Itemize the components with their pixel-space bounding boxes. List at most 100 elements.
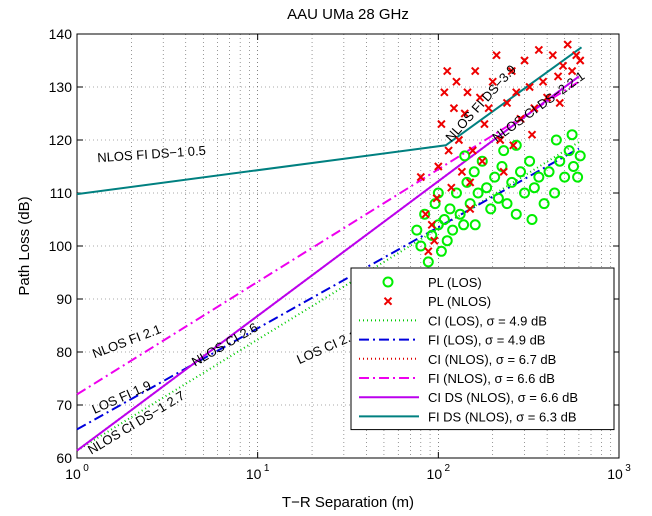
nlos-point bbox=[480, 119, 489, 129]
nlos-point bbox=[444, 146, 453, 155]
nlos-point bbox=[465, 178, 475, 187]
nlos-point bbox=[509, 141, 518, 150]
los-point bbox=[492, 192, 504, 204]
los-point bbox=[526, 214, 538, 225]
los-point bbox=[498, 145, 510, 157]
los-point bbox=[459, 150, 471, 162]
los-point bbox=[563, 145, 575, 157]
nlos-point bbox=[555, 98, 564, 108]
nlos-point bbox=[484, 103, 493, 113]
los-point bbox=[528, 182, 540, 194]
los-point bbox=[411, 224, 423, 236]
x-tick-label-base: 10 bbox=[246, 466, 262, 482]
los-point bbox=[510, 208, 522, 220]
los-point bbox=[510, 139, 522, 151]
nlos-point bbox=[460, 109, 469, 118]
y-axis-label: Path Loss (dB) bbox=[16, 196, 33, 295]
x-tick-label-base: 10 bbox=[65, 466, 81, 482]
nlos-point bbox=[563, 40, 572, 49]
los-point bbox=[533, 171, 545, 183]
los-point bbox=[566, 129, 578, 141]
nlos-point bbox=[437, 119, 446, 129]
los-point bbox=[441, 235, 453, 247]
nlos-point bbox=[525, 82, 534, 92]
los-point bbox=[444, 203, 456, 215]
los-point bbox=[435, 245, 447, 257]
los-point bbox=[554, 155, 566, 167]
nlos-point bbox=[463, 88, 472, 97]
y-tick-label: 90 bbox=[56, 291, 72, 307]
legend-label: PL (LOS) bbox=[428, 275, 482, 290]
nlos-point bbox=[468, 146, 477, 155]
los-point bbox=[415, 240, 427, 252]
y-tick-label: 140 bbox=[49, 26, 73, 42]
los-point bbox=[519, 187, 531, 199]
y-tick-label: 130 bbox=[49, 79, 73, 95]
x-tick-label-base: 10 bbox=[427, 466, 443, 482]
los-point bbox=[572, 171, 584, 183]
nlos-point bbox=[478, 156, 487, 166]
nlos-point bbox=[548, 50, 557, 60]
nlos-point bbox=[553, 72, 563, 81]
nlos-point bbox=[427, 220, 436, 230]
los-point bbox=[476, 155, 488, 167]
scatter-layer bbox=[411, 40, 586, 268]
nlos-point bbox=[507, 66, 516, 76]
x-tick-label-exponent: 3 bbox=[625, 463, 631, 474]
nlos-point bbox=[457, 167, 467, 177]
los-point bbox=[501, 198, 513, 210]
los-point bbox=[538, 198, 550, 210]
x-tick-label-base: 10 bbox=[607, 466, 623, 482]
fit-line bbox=[76, 46, 583, 196]
y-tick-label: 60 bbox=[56, 450, 72, 466]
los-point bbox=[472, 187, 484, 199]
nlos-point bbox=[452, 77, 461, 86]
legend-label: FI (LOS), σ = 4.9 dB bbox=[428, 333, 545, 348]
fit-line bbox=[76, 80, 580, 396]
los-point bbox=[426, 229, 438, 241]
los-point bbox=[524, 155, 536, 167]
nlos-point bbox=[502, 98, 512, 108]
nlos-point bbox=[432, 194, 441, 203]
nlos-point bbox=[530, 103, 539, 113]
nlos-point bbox=[534, 45, 544, 55]
nlos-point bbox=[542, 93, 552, 102]
los-point bbox=[438, 214, 450, 225]
los-point bbox=[468, 166, 480, 178]
fit-line bbox=[76, 75, 580, 452]
nlos-point bbox=[512, 88, 521, 97]
legend-marker-los bbox=[382, 276, 394, 288]
fit-line bbox=[76, 147, 580, 431]
nlos-point bbox=[558, 61, 568, 71]
legend-label: CI DS (NLOS), σ = 6.6 dB bbox=[428, 390, 578, 405]
grid-layer bbox=[77, 34, 619, 458]
nlos-point bbox=[465, 204, 475, 214]
legend-label: CI (LOS), σ = 4.9 dB bbox=[428, 313, 547, 328]
los-point bbox=[481, 182, 493, 194]
nlos-point bbox=[447, 183, 456, 192]
nlos-point bbox=[475, 93, 485, 102]
line-layer bbox=[76, 46, 583, 452]
nlos-point bbox=[488, 77, 497, 86]
nlos-point bbox=[527, 130, 537, 139]
y-tick-label: 70 bbox=[56, 397, 72, 413]
los-point bbox=[432, 219, 444, 231]
los-point bbox=[454, 208, 466, 220]
los-point bbox=[549, 187, 561, 199]
nlos-point bbox=[454, 135, 464, 145]
nlos-point bbox=[576, 56, 585, 65]
los-point bbox=[543, 166, 555, 178]
legend-label: PL (NLOS) bbox=[428, 294, 491, 309]
los-point bbox=[458, 219, 470, 231]
legend-label: FI DS (NLOS), σ = 6.3 dB bbox=[428, 409, 577, 424]
legend: PL (LOS) PL (NLOS) CI (LOS), σ = 4.9 dB FI … bbox=[350, 267, 615, 431]
nlos-point bbox=[440, 88, 449, 97]
nlos-point bbox=[516, 114, 525, 124]
nlos-point bbox=[434, 162, 443, 171]
los-point bbox=[506, 176, 518, 188]
nlos-point bbox=[443, 66, 452, 76]
x-tick-label-exponent: 1 bbox=[264, 463, 270, 474]
nlos-point bbox=[421, 209, 430, 219]
